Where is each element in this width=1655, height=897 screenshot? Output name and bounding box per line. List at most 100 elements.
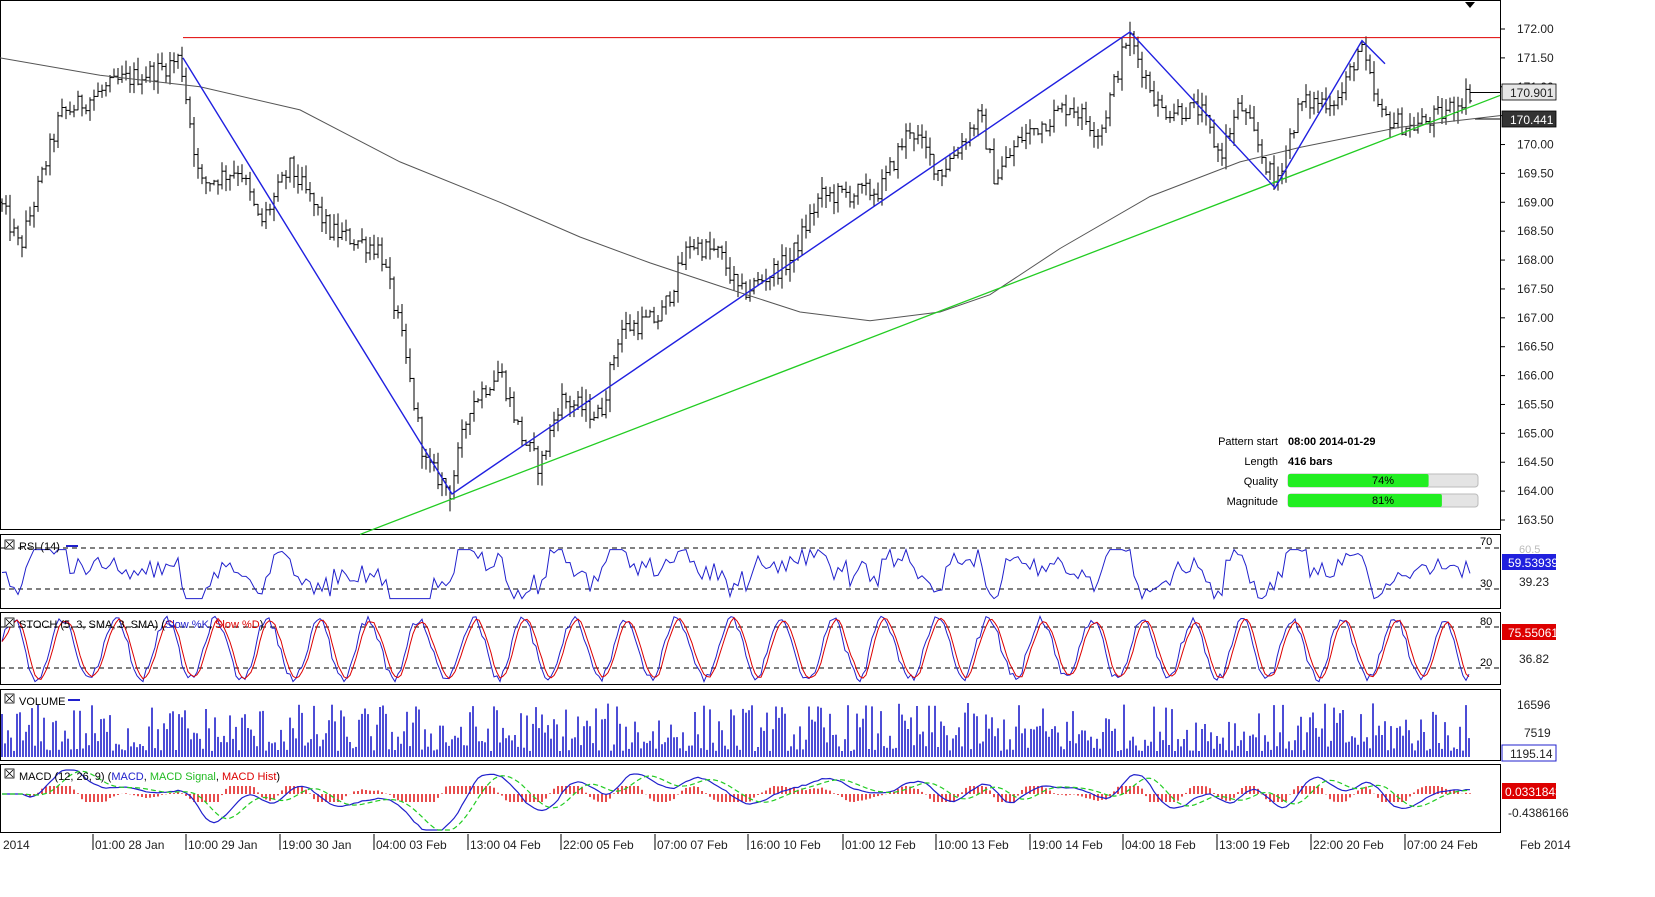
volume-bars xyxy=(1,703,1470,757)
macd-current-label xyxy=(1502,783,1556,799)
ma-price-label: 170.441 xyxy=(1501,110,1557,128)
rsi-line xyxy=(1,547,1471,601)
rsi-hidden-tick: 60.5 xyxy=(1519,544,1540,556)
price-tick-label: 166.00 xyxy=(1517,369,1554,383)
time-tick-label: 2014 xyxy=(3,838,30,852)
time-tick-label: Feb 2014 xyxy=(1520,838,1571,852)
stoch-title-prefix: STOCH (5, 3, SMA, 3, SMA) xyxy=(19,619,158,631)
pattern-start-value: 08:00 2014-01-29 xyxy=(1288,436,1375,448)
macd-histogram xyxy=(25,786,1471,802)
macd-title-prefix: MACD (12, 26, 9) xyxy=(19,771,105,783)
price-tick-label: 172.00 xyxy=(1517,22,1554,36)
stoch-title: STOCH (5, 3, SMA, 3, SMA) (Slow %K, Slow… xyxy=(19,619,263,631)
length-value: 416 bars xyxy=(1288,456,1333,468)
last-price-value: 170.901 xyxy=(1510,86,1554,100)
pattern-start-label: Pattern start xyxy=(1218,436,1278,448)
stoch-k-line xyxy=(1,614,1470,683)
pattern-info-box: Pattern start 08:00 2014-01-29 Length 41… xyxy=(1218,436,1479,508)
price-tick-label: 171.50 xyxy=(1517,51,1554,65)
price-panel-frame xyxy=(0,0,1501,530)
volume-tick-high: 16596 xyxy=(1517,698,1551,712)
macd-signal-name: MACD Signal xyxy=(150,771,216,783)
price-tick-label: 165.50 xyxy=(1517,397,1554,411)
stoch-extra-tick: 36.82 xyxy=(1519,652,1549,666)
price-tick-label: 163.50 xyxy=(1517,513,1554,527)
price-tick-label: 166.50 xyxy=(1517,340,1554,354)
volume-panel: VOLUME 16596 7519 1195.14 xyxy=(1,693,1557,762)
pattern-zigzag-line xyxy=(182,30,1386,495)
quality-value: 74% xyxy=(1372,475,1394,487)
time-tick-label: 01:00 28 Jan xyxy=(95,838,164,852)
volume-panel-frame xyxy=(0,689,1501,761)
volume-tick-mid: 7519 xyxy=(1524,726,1551,740)
time-tick-label: 07:00 07 Feb xyxy=(657,838,728,852)
time-tick-label: 04:00 03 Feb xyxy=(376,838,447,852)
macd-title: MACD (12, 26, 9) (MACD, MACD Signal, MAC… xyxy=(19,771,280,783)
volume-title: VOLUME xyxy=(19,696,65,708)
macd-panel: MACD (12, 26, 9) (MACD, MACD Signal, MAC… xyxy=(2,768,1569,831)
price-tick-label: 167.00 xyxy=(1517,311,1554,325)
macd-line xyxy=(2,769,1471,831)
price-tick-label: 167.50 xyxy=(1517,282,1554,296)
rsi-extra-tick: 39.23 xyxy=(1519,575,1549,589)
magnitude-label: Magnitude xyxy=(1227,496,1278,508)
price-tick-label: 169.00 xyxy=(1517,195,1554,209)
stoch-panel: STOCH (5, 3, SMA, 3, SMA) (Slow %K, Slow… xyxy=(0,614,1558,683)
stoch-current-label xyxy=(1502,624,1556,640)
scroll-marker-icon xyxy=(1465,2,1475,8)
length-label: Length xyxy=(1244,456,1278,468)
price-tick-label: 169.50 xyxy=(1517,166,1554,180)
time-tick-label: 01:00 12 Feb xyxy=(845,838,916,852)
rsi-current-label xyxy=(1502,554,1556,570)
time-tick-label: 07:00 24 Feb xyxy=(1407,838,1478,852)
stoch-d-name: Slow %D xyxy=(215,619,260,631)
time-tick-label: 22:00 20 Feb xyxy=(1313,838,1384,852)
quality-label: Quality xyxy=(1244,476,1279,488)
stoch-k-name: Slow %K xyxy=(165,619,210,631)
macd-current-value: 0.0331843 xyxy=(1505,785,1562,799)
volume-current-label xyxy=(1501,744,1557,762)
time-tick-label: 19:00 30 Jan xyxy=(282,838,351,852)
rsi-panel-frame xyxy=(0,534,1501,609)
rsi-level-30: 30 xyxy=(1480,578,1492,590)
time-tick-label: 10:00 13 Feb xyxy=(938,838,1009,852)
moving-average-line xyxy=(0,57,1501,322)
time-tick-label: 22:00 05 Feb xyxy=(563,838,634,852)
magnitude-bar-fill xyxy=(1288,494,1442,507)
rsi-panel: RSI (14) 70 60.5 59.53939 30 39.23 xyxy=(0,536,1558,601)
price-tick-label: 170.00 xyxy=(1517,138,1554,152)
stoch-panel-frame xyxy=(0,612,1501,685)
support-trendline xyxy=(359,94,1501,536)
price-tick-label: 165.00 xyxy=(1517,426,1554,440)
stoch-current-value: 75.55061 xyxy=(1508,626,1558,640)
stoch-d-line xyxy=(1,617,1470,680)
time-tick-label: 04:00 18 Feb xyxy=(1125,838,1196,852)
macd-hist-name: MACD Hist xyxy=(222,771,276,783)
price-tick-label: 168.00 xyxy=(1517,253,1554,267)
last-price-label: 170.901 xyxy=(1501,83,1557,101)
volume-current-value: 1195.14 xyxy=(1510,747,1553,761)
time-tick-label: 10:00 29 Jan xyxy=(188,838,257,852)
macd-name: MACD xyxy=(111,771,143,783)
rsi-current-value: 59.53939 xyxy=(1508,556,1558,570)
ma-price-value: 170.441 xyxy=(1510,113,1554,127)
time-tick-label: 13:00 04 Feb xyxy=(470,838,541,852)
magnitude-value: 81% xyxy=(1372,495,1394,507)
macd-signal-line xyxy=(2,770,1471,831)
quality-bar-fill xyxy=(1288,474,1429,487)
panel-frames xyxy=(0,0,1501,833)
time-axis: 2014 01:00 28 Jan 10:00 29 Jan 19:00 30 Jan… xyxy=(3,834,1571,852)
price-tick-label: 164.00 xyxy=(1517,484,1554,498)
rsi-level-70: 70 xyxy=(1480,536,1492,548)
rsi-title: RSI (14) xyxy=(19,541,60,553)
time-tick-label: 13:00 19 Feb xyxy=(1219,838,1290,852)
time-tick-label: 19:00 14 Feb xyxy=(1032,838,1103,852)
macd-panel-frame xyxy=(0,764,1501,833)
price-tick-label: 168.50 xyxy=(1517,224,1554,238)
price-candles xyxy=(0,21,1500,512)
time-tick-label: 16:00 10 Feb xyxy=(750,838,821,852)
macd-low-tick: -0.4386166 xyxy=(1508,806,1569,820)
stoch-level-20: 20 xyxy=(1480,657,1492,669)
price-tick-label: 164.50 xyxy=(1517,455,1554,469)
